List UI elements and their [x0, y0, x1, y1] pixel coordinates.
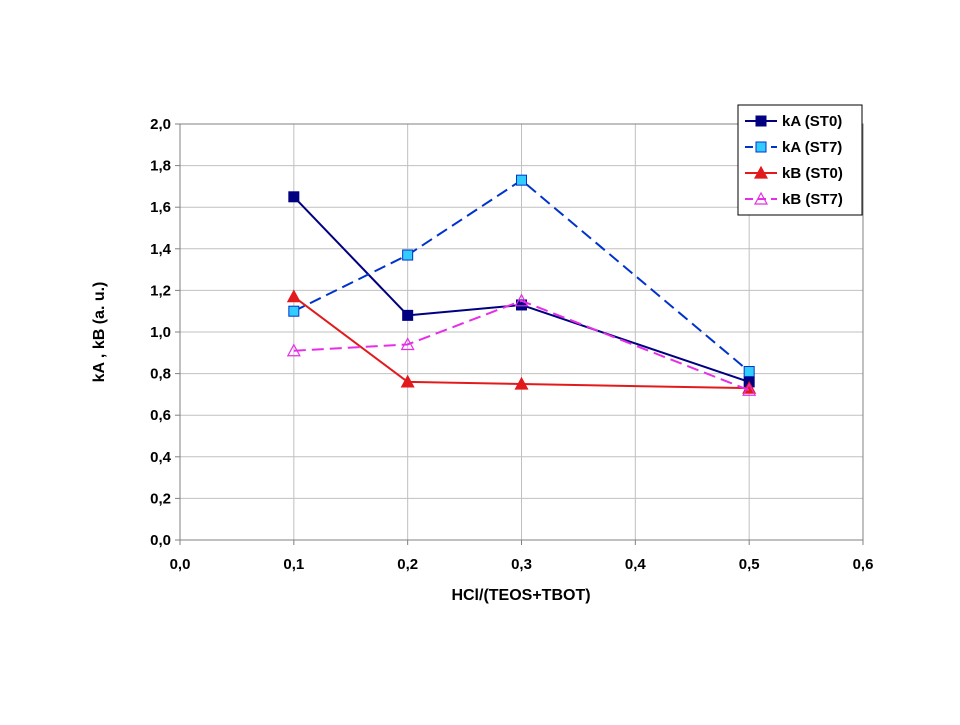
legend-entry: kB (ST7): [745, 191, 843, 208]
x-axis-ticks: 0,0 0,1 0,2 0,3 0,4 0,5 0,6: [170, 540, 874, 573]
data-point: [516, 174, 527, 186]
legend-marker: [755, 115, 767, 127]
legend-entry: kA (ST0): [745, 113, 842, 130]
series-4: [286, 293, 757, 396]
series-line: [293, 295, 750, 390]
y-tick-label: 0,2: [150, 490, 171, 507]
data-point: [288, 305, 300, 317]
y-tick-label: 1,6: [150, 199, 171, 216]
x-tick-label: 0,1: [283, 556, 304, 573]
x-axis-title: HCl/(TEOS+TBOT): [451, 587, 590, 604]
legend-label: kA (ST7): [782, 139, 842, 156]
x-tick-label: 0,3: [511, 556, 532, 573]
data-point: [514, 293, 529, 307]
data-point: [743, 366, 755, 378]
y-tick-label: 0,8: [150, 366, 171, 383]
data-point: [400, 337, 415, 351]
series-3: [286, 289, 757, 394]
y-tick-label: 1,8: [150, 158, 171, 175]
legend-marker: [753, 191, 769, 205]
series-line: [293, 196, 750, 383]
data-point: [286, 343, 301, 357]
series-2: [288, 174, 755, 378]
y-tick-label: 2,0: [150, 116, 171, 133]
y-tick-label: 0,0: [150, 532, 171, 549]
y-tick-label: 1,4: [150, 241, 172, 258]
y-tick-label: 1,0: [150, 324, 171, 341]
x-tick-label: 0,2: [397, 556, 418, 573]
data-point: [402, 249, 414, 261]
x-tick-label: 0,0: [170, 556, 191, 573]
series-line: [293, 299, 750, 392]
legend-label: kA (ST0): [782, 113, 842, 130]
data-point: [402, 309, 414, 321]
legend: kA (ST0) kA (ST7) kB (ST0) kB (ST7): [737, 104, 863, 216]
legend-marker: [753, 165, 769, 179]
data-point: [288, 191, 300, 203]
y-tick-label: 0,6: [150, 407, 171, 424]
data-point: [742, 382, 757, 396]
legend-entry: kB (ST0): [745, 165, 843, 182]
y-axis-ticks: 0,0 0,2 0,4 0,6 0,8 1,0 1,2 1,4 1,6 1,8 2,0: [150, 116, 180, 549]
data-point: [286, 289, 301, 303]
grid: [180, 124, 863, 540]
x-tick-label: 0,6: [853, 556, 874, 573]
series-layer: [286, 174, 757, 396]
y-tick-label: 1,2: [150, 282, 171, 299]
x-tick-label: 0,5: [739, 556, 760, 573]
legend-entry: kA (ST7): [745, 139, 842, 156]
x-tick-label: 0,4: [625, 556, 647, 573]
y-axis-title: kA , kB (a. u.): [91, 282, 108, 383]
legend-marker: [755, 141, 767, 153]
data-point: [400, 374, 415, 388]
data-point: [514, 376, 529, 390]
series-line: [293, 179, 750, 373]
legend-label: kB (ST7): [782, 191, 843, 208]
legend-label: kB (ST0): [782, 165, 843, 182]
y-tick-label: 0,4: [150, 449, 172, 466]
